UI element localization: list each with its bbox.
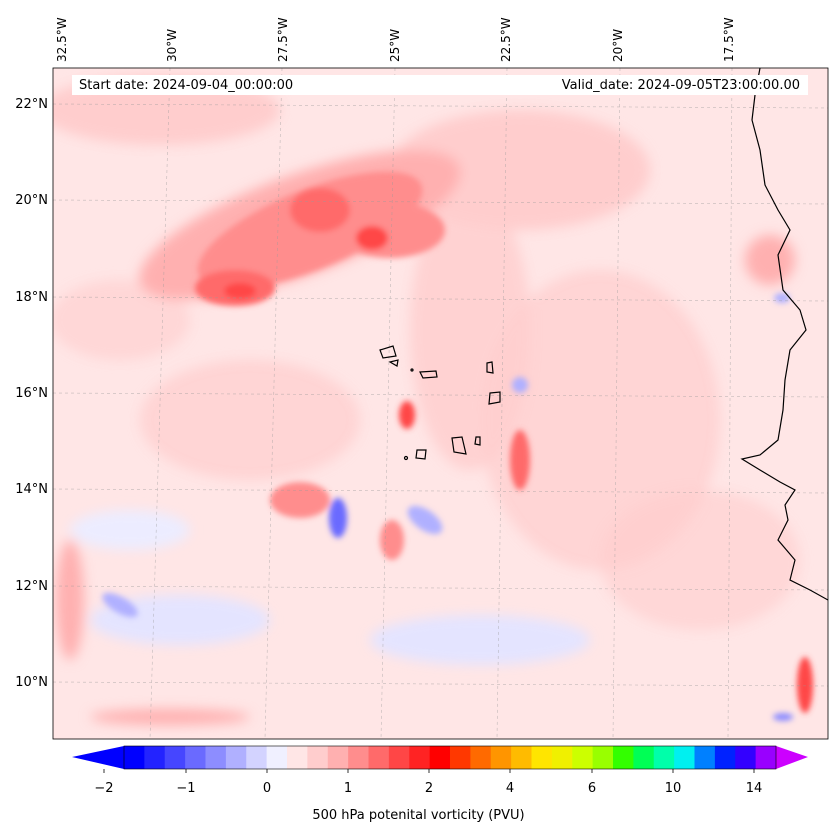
start-date-text: Start date: 2024-09-04_00:00:00: [79, 78, 294, 93]
cape-verde-islands: [379, 345, 501, 461]
colorbar-segment: [287, 746, 308, 769]
colorbar-under-arrow: [72, 746, 124, 769]
cb-tick-label: 6: [587, 781, 597, 796]
colorbar-segment: [144, 746, 166, 769]
lat-label-12n: 12°N: [15, 579, 48, 594]
colorbar-segment: [694, 746, 716, 769]
colorbar-segment: [307, 746, 329, 769]
colorbar-segment: [409, 746, 431, 769]
pv-field: [53, 68, 828, 739]
cb-tick-label: −2: [94, 781, 114, 796]
lat-label-16n: 16°N: [15, 386, 48, 401]
colorbar-segment: [755, 746, 777, 769]
pv-field-high: [102, 171, 813, 721]
colorbar-segment: [348, 746, 370, 769]
lon-label-25w: 25°W: [388, 28, 402, 62]
lat-label-18n: 18°N: [15, 290, 48, 305]
colorbar-segment: [185, 746, 207, 769]
colorbar-segment: [368, 746, 390, 769]
colorbar-label: 500 hPa potenital vorticity (PVU): [312, 808, 525, 823]
colorbar-segment: [388, 746, 410, 769]
colorbar-segment: [613, 746, 634, 769]
colorbar-segment: [674, 746, 696, 769]
cb-tick-label: 1: [343, 781, 353, 796]
colorbar-segment: [327, 746, 349, 769]
colorbar-segment: [205, 746, 227, 769]
colorbar-segment: [470, 746, 492, 769]
colorbar: [124, 746, 777, 769]
map-frame: [52, 67, 829, 740]
colorbar-segment: [714, 746, 736, 769]
colorbar-segment: [450, 746, 471, 769]
colorbar-segment: [429, 746, 451, 769]
lat-label-20n: 20°N: [15, 193, 48, 208]
colorbar-segment: [490, 746, 512, 769]
lon-label-17-5w: 17.5°W: [722, 17, 736, 62]
colorbar-segment: [653, 746, 675, 769]
colorbar-segment: [531, 746, 553, 769]
colorbar-over-arrow: [776, 746, 808, 769]
coastline: [740, 68, 828, 601]
gridlines: [53, 68, 828, 739]
colorbar-segment: [572, 746, 594, 769]
colorbar-segment: [266, 746, 288, 769]
cb-tick-label: 4: [505, 781, 515, 796]
colorbar-segment: [124, 746, 145, 769]
lon-label-32-5w: 32.5°W: [55, 17, 69, 62]
cb-tick-label: 10: [664, 781, 682, 796]
lon-label-27-5w: 27.5°W: [276, 17, 290, 62]
cb-tick-label: −1: [176, 781, 196, 796]
colorbar-segment: [735, 746, 757, 769]
lon-label-22-5w: 22.5°W: [499, 17, 513, 62]
colorbar-segment: [164, 746, 186, 769]
date-info-bar: Start date: 2024-09-04_00:00:00 Valid_da…: [72, 75, 808, 95]
cb-tick-label: 0: [262, 781, 272, 796]
colorbar-segment: [592, 746, 614, 769]
lat-label-10n: 10°N: [15, 675, 48, 690]
colorbar-segment: [633, 746, 655, 769]
valid-date-text: Valid_date: 2024-09-05T23:00:00.00: [561, 78, 800, 93]
lat-label-22n: 22°N: [15, 97, 48, 112]
colorbar-segment: [551, 746, 573, 769]
cb-tick-label: 14: [745, 781, 763, 796]
lat-label-14n: 14°N: [15, 482, 48, 497]
colorbar-segment: [225, 746, 247, 769]
colorbar-segment: [511, 746, 533, 769]
cb-tick-label: 2: [424, 781, 434, 796]
colorbar-ticks: [103, 769, 755, 773]
colorbar-frame: [123, 745, 777, 770]
colorbar-segment: [246, 746, 268, 769]
lon-label-20w: 20°W: [611, 28, 625, 62]
lon-label-30w: 30°W: [165, 28, 179, 62]
